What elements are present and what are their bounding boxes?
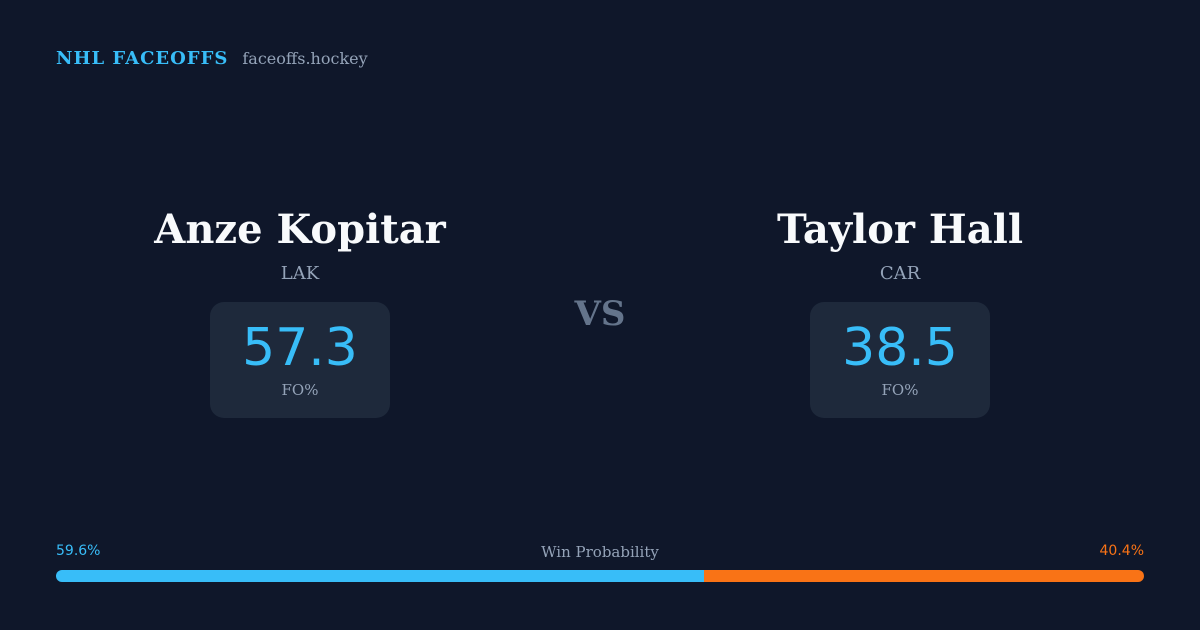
player-right-fo-label: FO% xyxy=(881,381,919,399)
win-probability-title: Win Probability xyxy=(541,543,659,561)
versus-label: VS xyxy=(574,294,626,334)
player-right: Taylor Hall CAR 38.5 FO% xyxy=(660,200,1140,418)
win-probability-labels: Win Probability 59.6% 40.4% xyxy=(56,543,1144,563)
player-right-name: Taylor Hall xyxy=(776,206,1024,253)
player-left-team: LAK xyxy=(280,263,320,284)
player-left: Anze Kopitar LAK 57.3 FO% xyxy=(60,200,540,418)
brand-header: NHL FACEOFFS faceoffs.hockey xyxy=(56,48,368,69)
player-left-name: Anze Kopitar xyxy=(154,206,446,253)
win-probability-right-label: 40.4% xyxy=(1099,543,1144,559)
brand-url[interactable]: faceoffs.hockey xyxy=(242,49,368,68)
win-probability-bar xyxy=(56,570,1144,582)
player-right-fo-value: 38.5 xyxy=(842,318,958,378)
win-probability-fill-left xyxy=(56,570,705,582)
brand-name[interactable]: NHL FACEOFFS xyxy=(56,48,229,69)
win-probability-fill-right xyxy=(704,570,1144,582)
win-probability-left-label: 59.6% xyxy=(56,543,101,559)
player-left-stat-box: 57.3 FO% xyxy=(210,302,390,418)
player-right-team: CAR xyxy=(879,263,921,284)
player-left-fo-value: 57.3 xyxy=(242,318,358,378)
player-left-fo-label: FO% xyxy=(281,381,319,399)
player-right-stat-box: 38.5 FO% xyxy=(810,302,990,418)
